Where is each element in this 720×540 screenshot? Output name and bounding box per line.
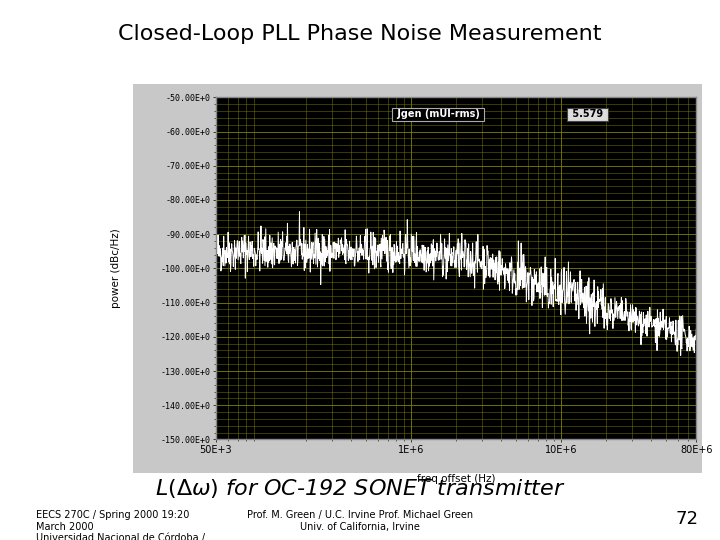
X-axis label: freq offset (Hz): freq offset (Hz) xyxy=(417,475,495,484)
Text: $L(\Delta\omega)$ for OC-192 SONET transmitter: $L(\Delta\omega)$ for OC-192 SONET trans… xyxy=(155,477,565,500)
Text: Closed-Loop PLL Phase Noise Measurement: Closed-Loop PLL Phase Noise Measurement xyxy=(118,24,602,44)
Text: 72: 72 xyxy=(675,510,698,528)
Text: Prof. M. Green / U.C. Irvine Prof. Michael Green
Univ. of California, Irvine: Prof. M. Green / U.C. Irvine Prof. Micha… xyxy=(247,510,473,532)
Text: Jgen (mUI-rms): Jgen (mUI-rms) xyxy=(394,109,483,119)
Text: EECS 270C / Spring 2000 19:20
March 2000
Universidad Nacional de Córdoba /
Clari: EECS 270C / Spring 2000 19:20 March 2000… xyxy=(36,510,205,540)
Y-axis label: power (dBc/Hz): power (dBc/Hz) xyxy=(111,228,121,308)
Text: 5.579: 5.579 xyxy=(569,109,606,119)
